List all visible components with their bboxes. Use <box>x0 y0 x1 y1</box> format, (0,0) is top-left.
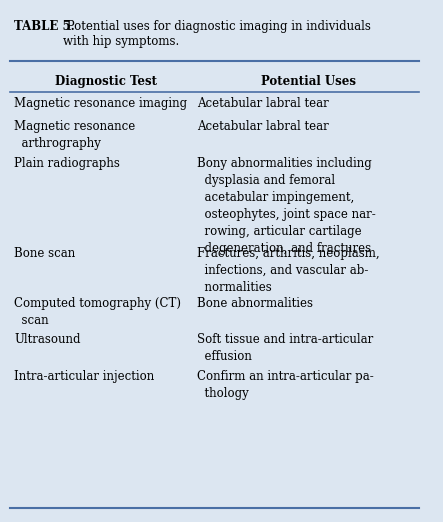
Text: Bony abnormalities including
  dysplasia and femoral
  acetabular impingement,
 : Bony abnormalities including dysplasia a… <box>197 157 376 255</box>
Text: Bone abnormalities: Bone abnormalities <box>197 297 313 310</box>
Text: Magnetic resonance imaging: Magnetic resonance imaging <box>14 98 187 111</box>
Text: Soft tissue and intra-articular
  effusion: Soft tissue and intra-articular effusion <box>197 333 373 363</box>
Text: TABLE 5.: TABLE 5. <box>14 19 75 32</box>
Text: Intra-articular injection: Intra-articular injection <box>14 370 155 383</box>
Text: Potential Uses: Potential Uses <box>260 75 356 88</box>
Text: Acetabular labral tear: Acetabular labral tear <box>197 120 329 133</box>
Text: Fractures, arthritis, neoplasm,
  infections, and vascular ab-
  normalities: Fractures, arthritis, neoplasm, infectio… <box>197 247 380 294</box>
Text: Bone scan: Bone scan <box>14 247 75 260</box>
Text: Confirm an intra-articular pa-
  thology: Confirm an intra-articular pa- thology <box>197 370 374 399</box>
Text: Magnetic resonance
  arthrography: Magnetic resonance arthrography <box>14 120 136 150</box>
Text: Acetabular labral tear: Acetabular labral tear <box>197 98 329 111</box>
Text: Potential uses for diagnostic imaging in individuals
with hip symptoms.: Potential uses for diagnostic imaging in… <box>63 19 371 48</box>
Text: Plain radiographs: Plain radiographs <box>14 157 120 170</box>
Text: Computed tomography (CT)
  scan: Computed tomography (CT) scan <box>14 297 181 327</box>
Text: Diagnostic Test: Diagnostic Test <box>55 75 157 88</box>
Text: Ultrasound: Ultrasound <box>14 333 81 346</box>
